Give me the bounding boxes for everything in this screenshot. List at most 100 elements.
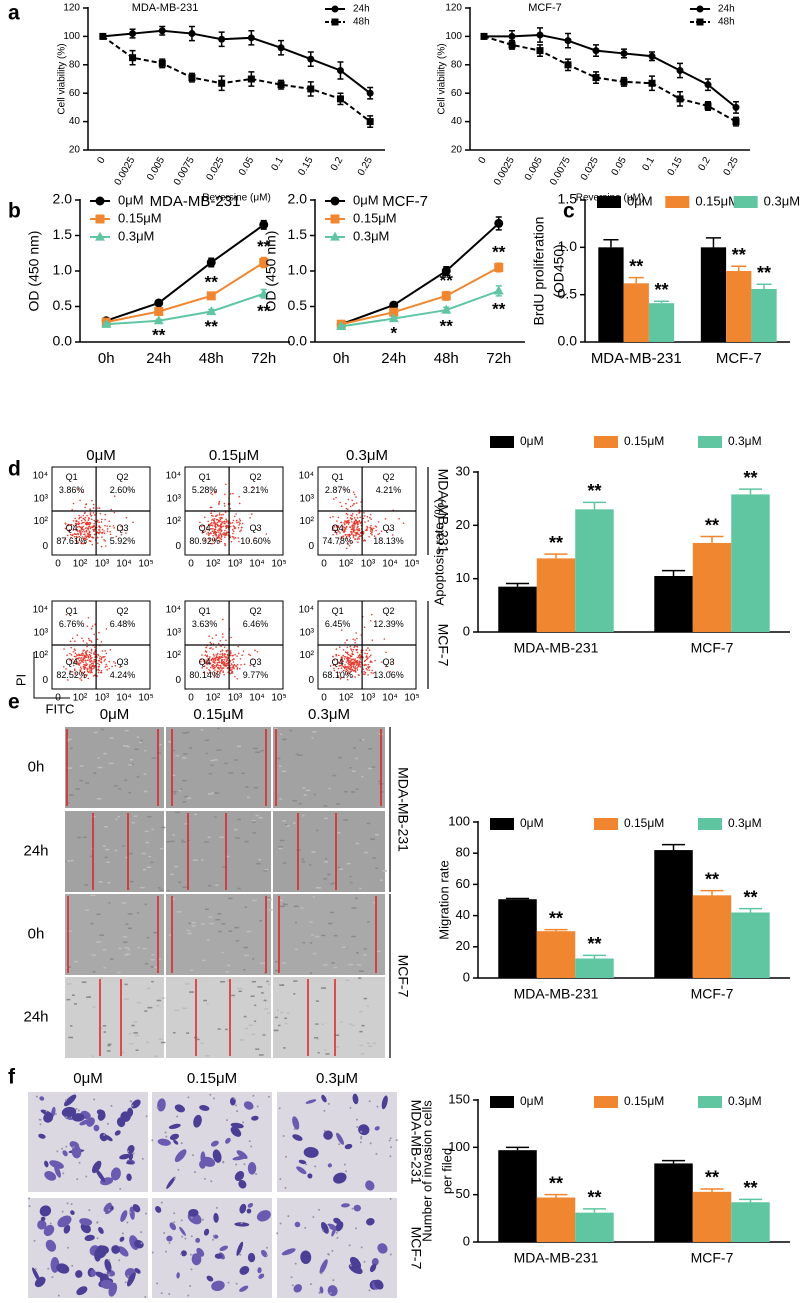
- row-label: 24h: [23, 1008, 48, 1025]
- event-dot: [223, 505, 226, 507]
- pore: [85, 1175, 88, 1178]
- texture: [279, 984, 284, 986]
- event-dot: [105, 628, 108, 630]
- event-dot: [362, 517, 365, 520]
- event-dot: [238, 524, 240, 526]
- cell: [111, 1245, 120, 1254]
- event-dot: [339, 646, 341, 649]
- event-dot: [201, 654, 203, 656]
- texture: [107, 1044, 111, 1047]
- texture: [355, 788, 359, 790]
- texture: [107, 881, 111, 884]
- cell: [95, 1169, 106, 1183]
- event-dot: [222, 658, 224, 661]
- texture: [266, 980, 269, 983]
- event-dot: [356, 651, 359, 654]
- event-dot: [346, 665, 349, 668]
- event-dot: [89, 671, 91, 674]
- event-dot: [220, 536, 223, 538]
- texture: [185, 983, 190, 985]
- pore: [180, 1219, 183, 1222]
- texture: [153, 931, 158, 934]
- event-dot: [220, 645, 222, 648]
- event-dot: [100, 669, 103, 672]
- y-axis-label: per filed: [439, 1148, 454, 1194]
- event-dot: [370, 528, 372, 531]
- event-dot: [381, 661, 383, 663]
- event-dot: [218, 520, 220, 523]
- texture: [225, 855, 230, 858]
- event-dot: [99, 526, 101, 529]
- texture: [204, 739, 210, 742]
- event-dot: [77, 541, 79, 544]
- event-dot: [86, 670, 89, 673]
- cell: [319, 1259, 328, 1274]
- legend-swatch: [698, 436, 722, 448]
- event-dot: [77, 523, 79, 525]
- pore: [363, 1260, 366, 1263]
- texture: [375, 867, 379, 869]
- texture: [117, 971, 121, 974]
- event-dot: [224, 544, 227, 547]
- quadrant-percent: 4.24%: [110, 670, 136, 680]
- event-dot: [365, 667, 368, 670]
- event-dot: [73, 660, 76, 663]
- event-dot: [339, 678, 342, 680]
- texture: [122, 745, 128, 747]
- event-dot: [342, 669, 345, 672]
- event-dot: [104, 650, 106, 652]
- event-dot: [347, 523, 350, 525]
- event-dot: [74, 522, 77, 525]
- event-dot: [67, 529, 70, 532]
- texture: [67, 983, 72, 985]
- wound-image: [166, 977, 271, 1058]
- quadrant-percent: 3.21%: [243, 485, 269, 495]
- x-tick-label: 0.025: [204, 155, 226, 183]
- texture: [258, 817, 263, 819]
- axis-arrow: [33, 652, 70, 699]
- texture: [255, 1048, 260, 1050]
- texture: [237, 987, 243, 990]
- legend-label: 0.15μM: [695, 193, 739, 208]
- texture: [172, 749, 176, 752]
- invasion-image: [152, 1198, 272, 1298]
- cell: [70, 1210, 75, 1215]
- legend-label: 0.15μM: [624, 816, 664, 830]
- flow-y-tick-label: 10⁴: [166, 604, 181, 615]
- cell: [281, 1248, 296, 1256]
- bar: [575, 1212, 614, 1242]
- event-dot: [212, 519, 215, 522]
- event-dot: [96, 536, 99, 539]
- event-dot: [333, 659, 336, 661]
- cell: [336, 1132, 344, 1145]
- texture: [188, 930, 191, 932]
- texture: [224, 762, 228, 765]
- event-dot: [213, 518, 216, 520]
- event-dot: [121, 529, 124, 531]
- event-dot: [96, 531, 99, 533]
- event-dot: [354, 667, 357, 670]
- texture: [96, 941, 101, 943]
- texture: [118, 947, 122, 950]
- texture: [247, 796, 251, 799]
- texture: [93, 731, 98, 734]
- event-dot: [352, 661, 354, 663]
- cell: [169, 1133, 180, 1141]
- event-dot: [231, 528, 234, 531]
- column-header: 0μM: [100, 706, 129, 723]
- texture: [117, 815, 120, 818]
- event-dot: [222, 513, 224, 516]
- event-dot: [211, 524, 213, 526]
- row-label: MDA-MB-231: [435, 469, 451, 554]
- texture: [92, 1006, 96, 1008]
- event-dot: [66, 654, 68, 656]
- error-bar: [738, 488, 763, 495]
- event-dot: [372, 672, 375, 674]
- bar: [498, 586, 537, 632]
- texture: [278, 1024, 281, 1027]
- event-dot: [113, 511, 116, 514]
- pore: [151, 1251, 154, 1254]
- data-point: [206, 291, 216, 301]
- event-dot: [79, 499, 81, 502]
- event-dot: [256, 650, 259, 653]
